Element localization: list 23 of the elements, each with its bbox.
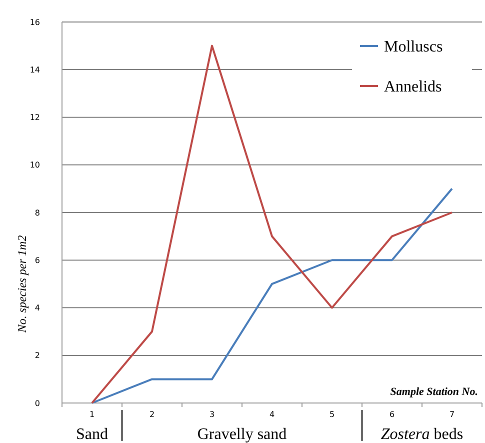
text: Zostera beds [380, 426, 464, 443]
y-tick-label: 6 [34, 256, 40, 265]
y-tick-label: 0 [34, 398, 40, 408]
legend-label: Annelids [384, 78, 442, 96]
y-axis-title: No. species per 1m2 [15, 235, 29, 334]
y-tick-label: 14 [30, 65, 40, 74]
x-tick-label: 6 [389, 410, 395, 419]
y-tick-label: 4 [34, 304, 40, 313]
text: Sand [76, 426, 108, 443]
x-tick-label: 5 [329, 410, 335, 419]
x-tick-label: 1 [89, 410, 95, 419]
y-tick-label: 8 [34, 208, 40, 218]
x-tick-label: 2 [149, 410, 155, 419]
text: Gravelly sand [197, 426, 287, 443]
x-tick-label: 7 [449, 410, 455, 419]
y-tick-label: 10 [30, 160, 40, 170]
y-tick-label: 2 [34, 351, 40, 360]
y-tick-label: 12 [30, 113, 40, 122]
x-tick-label: 3 [209, 410, 215, 419]
x-axis-title: Sample Station No. [390, 386, 478, 398]
x-tick-label: 4 [269, 410, 275, 419]
legend-label: Molluscs [384, 38, 443, 56]
y-tick-label: 16 [30, 18, 40, 27]
